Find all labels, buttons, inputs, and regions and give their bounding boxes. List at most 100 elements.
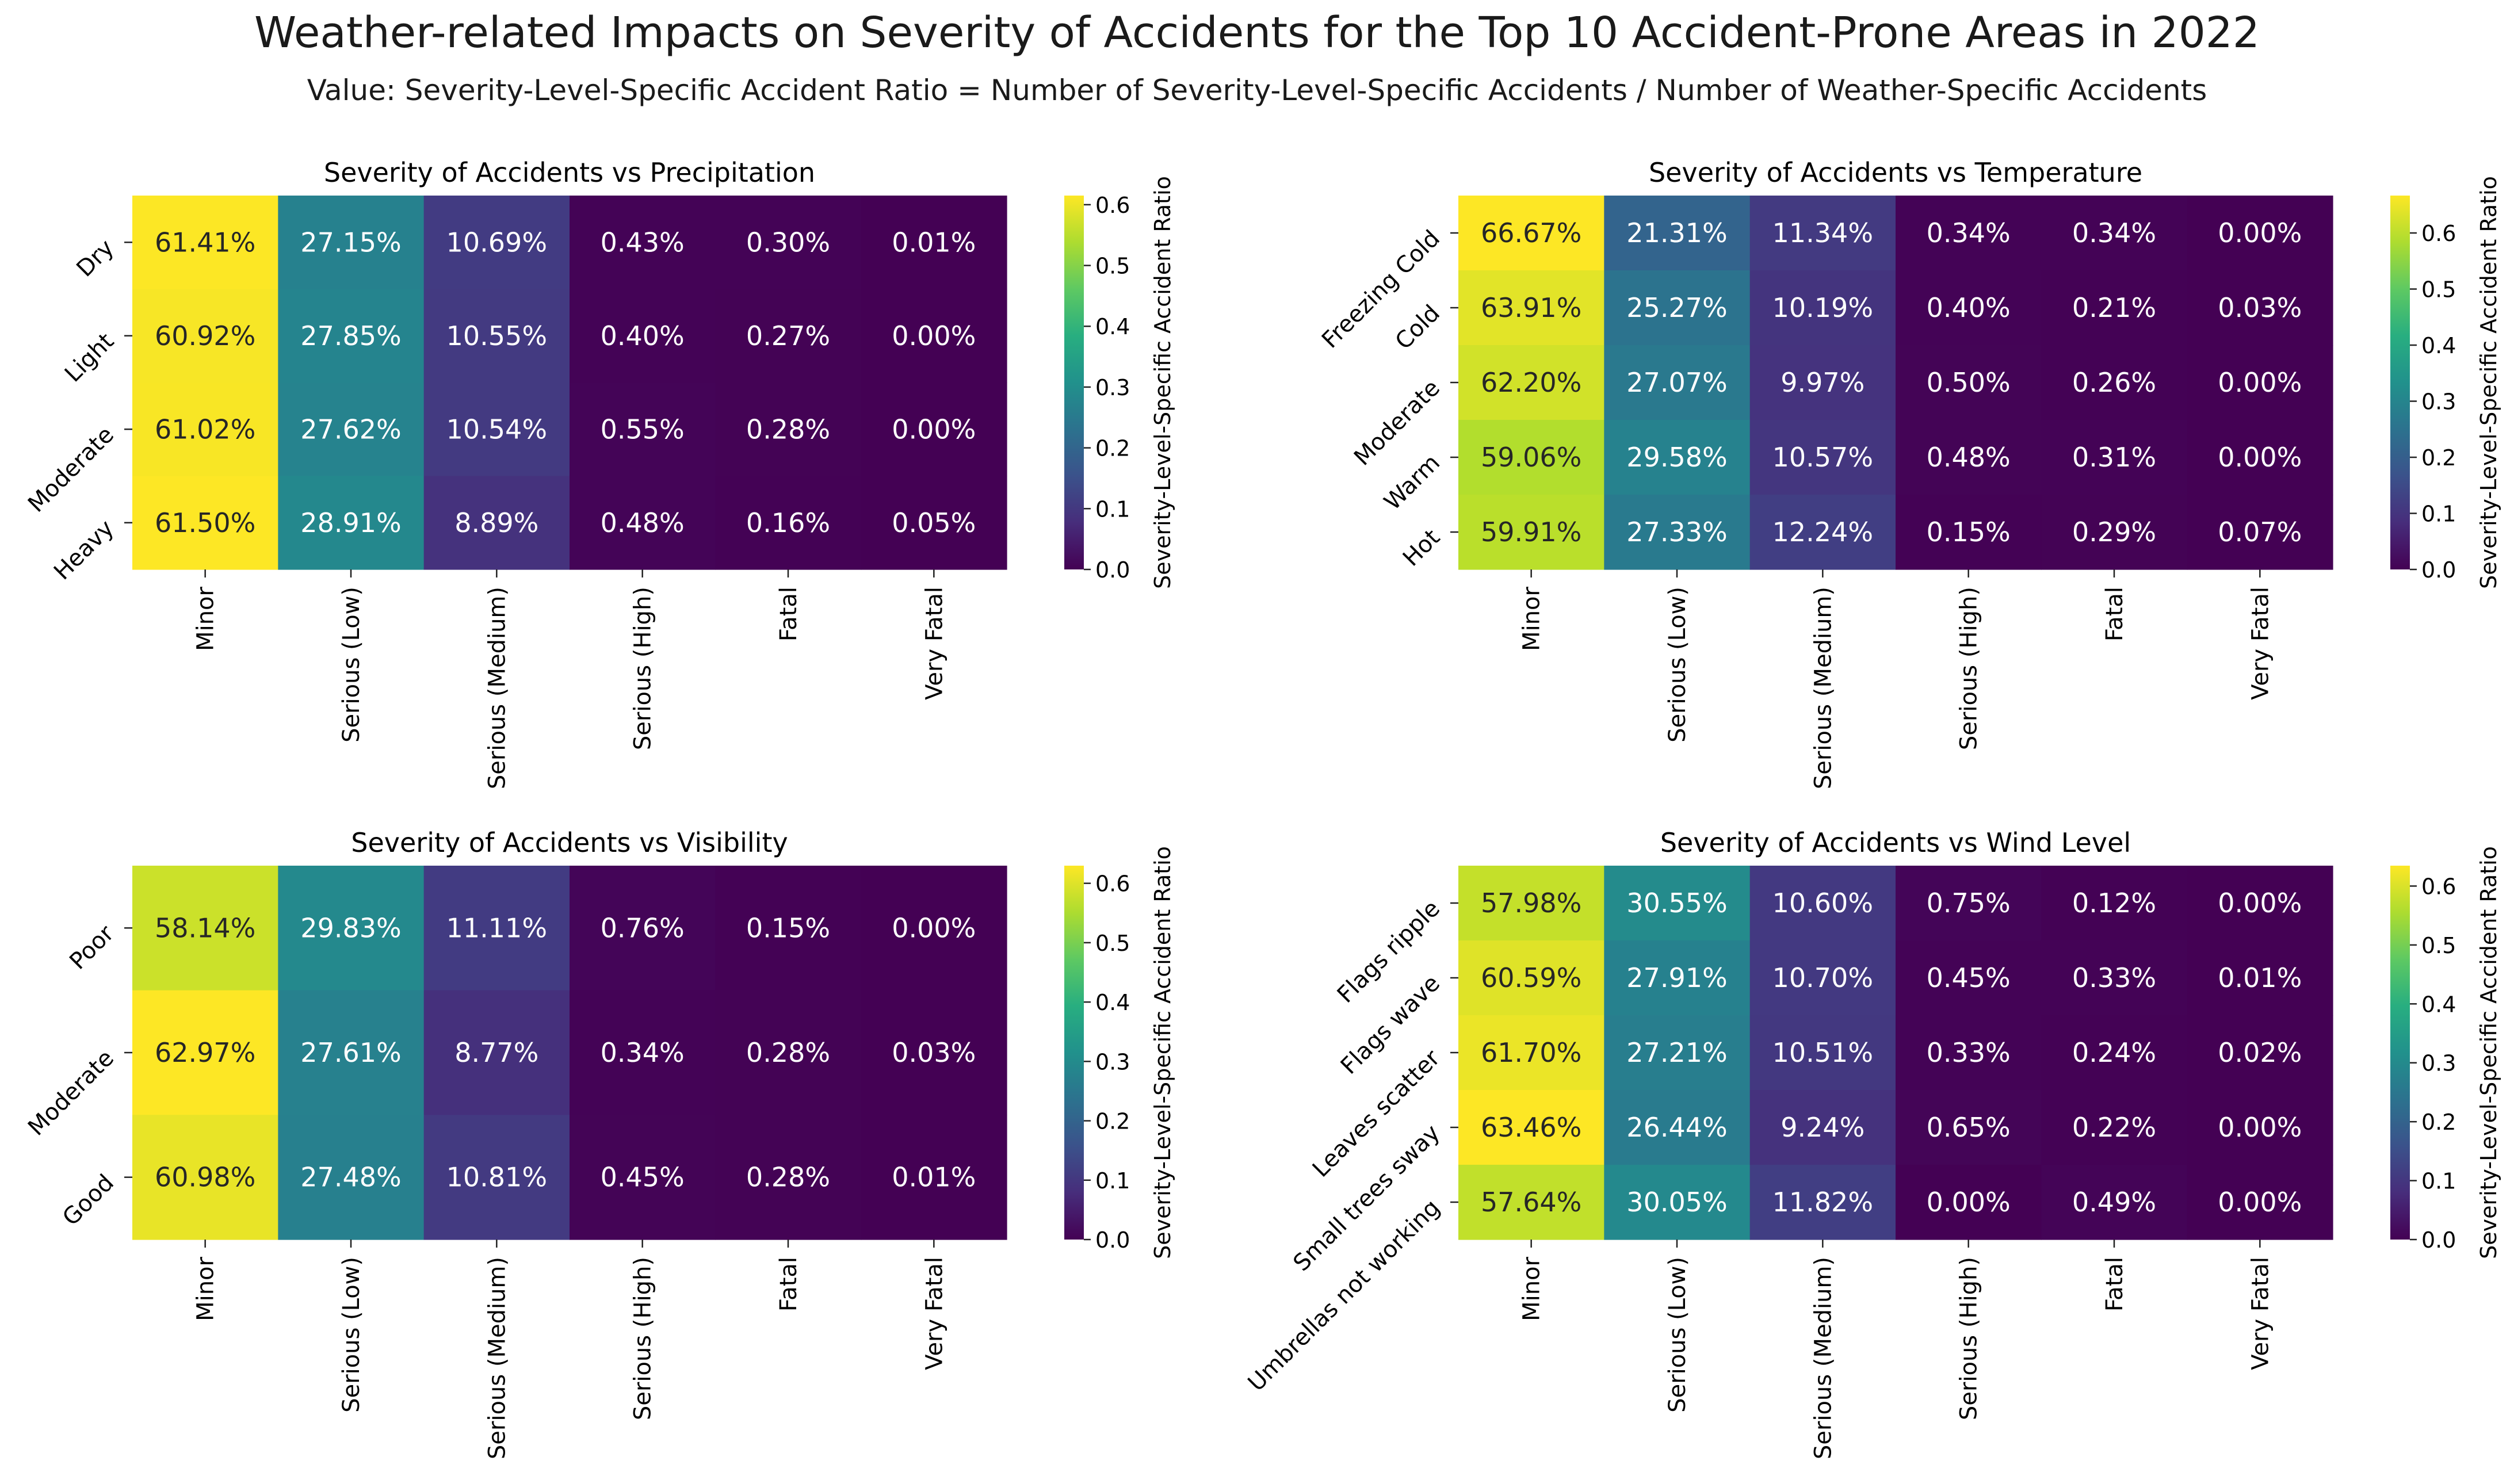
heatmap-cell: [1604, 495, 1751, 570]
y-tick-label: Warm: [1379, 450, 1445, 516]
cell-value-label: 0.27%: [746, 320, 830, 351]
cell-value-label: 0.50%: [1927, 367, 2011, 398]
cell-value-label: 0.45%: [601, 1162, 685, 1193]
cell-value-label: 63.46%: [1481, 1112, 1581, 1143]
heatmap-cell: [1749, 1165, 1896, 1240]
heatmap-cell: [1458, 940, 1604, 1016]
heatmap-cell: [1896, 196, 2042, 271]
colorbar-label: Severity-Level-Specific Accident Ratio: [1150, 176, 1175, 589]
cell-value-label: 0.00%: [2218, 888, 2302, 919]
colorbar-tick-label: 0.6: [1095, 193, 1130, 218]
y-tick-label: Light: [60, 328, 119, 387]
cell-value-label: 59.91%: [1481, 517, 1581, 548]
y-tick-label: Dry: [71, 235, 119, 282]
cell-value-label: 62.97%: [155, 1037, 255, 1068]
heatmap-cell: [132, 1115, 278, 1240]
heatmap-cell: [1458, 866, 1604, 941]
cell-value-label: 57.64%: [1481, 1187, 1581, 1218]
colorbar-tick-label: 0.1: [2421, 1169, 2456, 1194]
colorbar-label: Severity-Level-Specific Accident Ratio: [2476, 846, 2501, 1259]
heatmap-cell: [2187, 495, 2333, 570]
x-tick-label: Serious (Low): [338, 1257, 365, 1413]
panel-title: Severity of Accidents vs Precipitation: [324, 157, 815, 188]
cell-value-label: 0.31%: [2072, 442, 2156, 473]
cell-value-label: 0.00%: [892, 320, 976, 351]
colorbar-tick-label: 0.6: [2421, 221, 2456, 246]
heatmap-cell: [2041, 1015, 2188, 1091]
cell-value-label: 0.49%: [2072, 1187, 2156, 1218]
cell-value-label: 10.19%: [1772, 292, 1873, 323]
cell-value-label: 0.30%: [746, 227, 830, 258]
cell-value-label: 63.91%: [1481, 292, 1581, 323]
colorbar-tick-label: 0.3: [1095, 1049, 1130, 1074]
cell-value-label: 0.43%: [601, 227, 685, 258]
heatmap-cell: [2041, 866, 2188, 941]
cell-value-label: 0.26%: [2072, 367, 2156, 398]
colorbar: [1064, 196, 1084, 569]
cell-value-label: 27.61%: [300, 1037, 401, 1068]
x-tick-label: Very Fatal: [2247, 587, 2274, 700]
cell-value-label: 27.07%: [1626, 367, 1727, 398]
colorbar-tick-label: 0.2: [1095, 436, 1130, 461]
cell-value-label: 10.60%: [1772, 888, 1873, 919]
cell-value-label: 0.34%: [1927, 217, 2011, 248]
colorbar-tick-label: 0.0: [1095, 557, 1130, 583]
cell-value-label: 27.91%: [1626, 962, 1727, 993]
heatmap-cell: [1458, 1090, 1604, 1165]
y-tick-label: Moderate: [23, 422, 119, 518]
heatmap-cell: [423, 1115, 570, 1240]
heatmap-cell: [2041, 345, 2188, 420]
cell-value-label: 26.44%: [1626, 1112, 1727, 1143]
y-tick-label: Moderate: [23, 1045, 119, 1141]
cell-value-label: 60.59%: [1481, 962, 1581, 993]
heatmap-cell: [1896, 866, 2042, 941]
cell-value-label: 0.75%: [1927, 888, 2011, 919]
heatmap-cell: [861, 990, 1007, 1115]
heatmap-cell: [423, 866, 570, 991]
x-tick-label: Fatal: [775, 587, 802, 641]
heatmap-cell: [278, 990, 425, 1115]
colorbar-tick-label: 0.3: [1095, 375, 1130, 400]
heatmap-cell: [861, 289, 1007, 383]
heatmap-cell: [861, 383, 1007, 477]
heatmap-cell: [715, 990, 862, 1115]
heatmap-cell: [2187, 866, 2333, 941]
colorbar-label: Severity-Level-Specific Accident Ratio: [2476, 176, 2501, 589]
cell-value-label: 30.05%: [1626, 1187, 1727, 1218]
heatmap-cell: [2041, 1165, 2188, 1240]
heatmap-cell: [861, 196, 1007, 290]
colorbar-tick-label: 0.3: [2421, 1051, 2456, 1076]
cell-value-label: 0.01%: [2218, 962, 2302, 993]
colorbar-tick-label: 0.6: [2421, 874, 2456, 899]
colorbar-tick-label: 0.2: [2421, 445, 2456, 471]
heatmap-cell: [570, 990, 716, 1115]
colorbar-tick-label: 0.6: [1095, 871, 1130, 897]
cell-value-label: 0.33%: [1927, 1037, 2011, 1068]
cell-value-label: 29.58%: [1626, 442, 1727, 473]
cell-value-label: 0.15%: [746, 912, 830, 943]
y-tick-label: Cold: [1390, 300, 1445, 355]
cell-value-label: 0.00%: [2218, 367, 2302, 398]
y-tick-label: Small trees sway: [1288, 1120, 1445, 1277]
colorbar: [2390, 866, 2410, 1240]
heatmap-cell: [278, 476, 425, 570]
heatmap-cell: [423, 990, 570, 1115]
x-tick-label: Serious (Medium): [1810, 587, 1836, 789]
x-tick-label: Serious (Medium): [484, 587, 510, 789]
colorbar-tick-label: 0.5: [2421, 277, 2456, 303]
figure-title: Weather-related Impacts on Severity of A…: [254, 8, 2260, 58]
heatmap-cell: [2187, 940, 2333, 1016]
heatmap-cell: [2187, 345, 2333, 420]
colorbar-tick-label: 0.5: [1095, 254, 1130, 279]
cell-value-label: 0.40%: [1927, 292, 2011, 323]
cell-value-label: 25.27%: [1626, 292, 1727, 323]
cell-value-label: 60.98%: [155, 1162, 255, 1193]
heatmap-cell: [2187, 1015, 2333, 1091]
heatmap-cell: [715, 1115, 862, 1240]
heatmap-cell: [1749, 495, 1896, 570]
cell-value-label: 0.00%: [892, 414, 976, 445]
cell-value-label: 11.34%: [1772, 217, 1873, 248]
cell-value-label: 10.54%: [446, 414, 547, 445]
heatmap-cell: [1458, 270, 1604, 346]
heatmap-panel-3: Severity of Accidents vs Visibility 58.14…: [23, 827, 1175, 1459]
